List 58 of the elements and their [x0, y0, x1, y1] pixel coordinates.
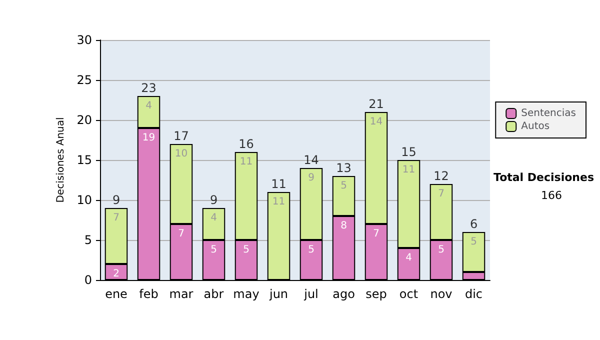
data-label: 7: [438, 188, 444, 200]
data-label: 4: [146, 100, 152, 112]
legend-label: Autos: [521, 121, 550, 132]
x-tick-label: mar: [169, 287, 194, 301]
total-label: 17: [174, 129, 189, 143]
total-label: 14: [304, 153, 319, 167]
y-tick-label: 20: [76, 113, 92, 127]
data-label: 4: [406, 252, 412, 264]
data-label: 5: [308, 244, 314, 256]
data-label: 5: [210, 244, 217, 256]
data-label: 5: [470, 236, 477, 248]
x-tick-label: jul: [303, 287, 318, 301]
total-label: 21: [368, 97, 384, 111]
total-label: 6: [470, 217, 478, 231]
data-label: 14: [370, 116, 383, 128]
data-label: 7: [178, 228, 184, 240]
x-tick-label: dic: [464, 287, 483, 301]
x-tick-label: jun: [268, 287, 288, 301]
total-label: 16: [238, 137, 254, 151]
x-tick-label: may: [233, 287, 260, 301]
data-label: 10: [174, 148, 188, 160]
legend-label: Sentencias: [521, 108, 576, 119]
y-tick-label: 10: [76, 193, 92, 207]
data-label: 8: [340, 220, 347, 232]
x-tick-label: feb: [139, 287, 158, 301]
data-label: 19: [142, 132, 156, 144]
x-tick-label: abr: [204, 287, 224, 301]
total-label: 13: [336, 161, 352, 175]
total-label: 23: [141, 81, 156, 95]
data-label: 2: [113, 268, 120, 280]
data-label: 7: [373, 228, 380, 240]
total-label: 9: [210, 193, 218, 207]
x-tick-label: ago: [332, 287, 355, 301]
data-label: 5: [340, 180, 347, 192]
data-label: 11: [272, 196, 286, 208]
data-label: 5: [243, 244, 250, 256]
data-label: 7: [113, 212, 120, 224]
total-label: 12: [434, 169, 449, 183]
y-tick-label: 15: [76, 153, 92, 167]
text: Total Decisiones: [494, 171, 594, 184]
data-label: 4: [210, 212, 217, 224]
y-axis-title: Decisiones Anual: [55, 117, 66, 203]
data-label: 11: [402, 164, 416, 176]
y-tick-label: 5: [84, 233, 92, 247]
total-label: 9: [112, 193, 120, 207]
total-label: 15: [401, 145, 416, 159]
x-tick-label: ene: [105, 287, 128, 301]
y-tick-label: 0: [84, 273, 92, 287]
data-label: 11: [240, 156, 253, 168]
y-tick-label: 30: [76, 33, 92, 47]
data-label: 5: [438, 244, 444, 256]
data-label: 9: [308, 172, 314, 184]
x-tick-label: sep: [366, 287, 387, 301]
x-tick-label: oct: [399, 287, 418, 301]
x-tick-label: nov: [430, 287, 452, 301]
y-tick-label: 25: [76, 73, 92, 87]
total-label: 11: [271, 177, 286, 191]
text: 166: [541, 189, 562, 202]
